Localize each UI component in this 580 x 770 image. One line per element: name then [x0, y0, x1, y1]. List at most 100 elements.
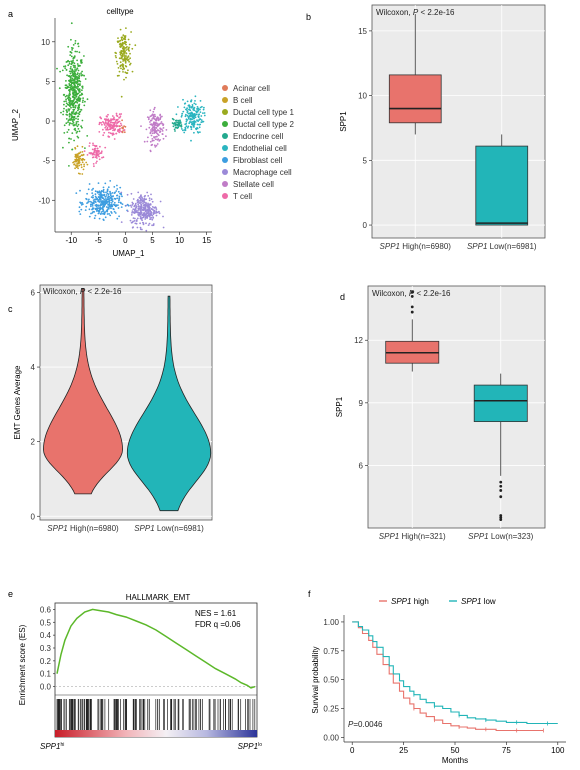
umap-point [99, 204, 102, 207]
umap-point [143, 200, 146, 203]
km-y-tick-label: 0.00 [323, 733, 339, 742]
umap-point [196, 108, 199, 110]
km-x-label: Months [442, 756, 468, 765]
umap-title: celltype [106, 7, 134, 16]
umap-point [73, 71, 76, 74]
umap-point [60, 111, 62, 114]
umap-point [131, 201, 134, 204]
umap-point [100, 203, 103, 206]
umap-point [122, 48, 125, 51]
violin-x-tick-label: SPP1 Low(n=6981) [134, 524, 204, 533]
umap-point [107, 198, 110, 201]
umap-point [75, 111, 78, 114]
umap-point [158, 212, 161, 215]
umap-point [118, 117, 120, 119]
umap-point [116, 194, 118, 197]
umap-point [102, 188, 105, 191]
umap-point [111, 115, 114, 117]
umap-point [90, 201, 93, 204]
umap-point [100, 201, 103, 204]
box-d-outlier [410, 290, 414, 294]
umap-point [179, 119, 181, 122]
umap-point [137, 211, 140, 214]
umap-point [184, 115, 187, 118]
umap-point [70, 70, 73, 73]
umap-point [172, 125, 175, 128]
umap-point [91, 153, 94, 156]
umap-point [74, 40, 77, 42]
umap-point [80, 74, 83, 77]
umap-point [127, 38, 130, 41]
umap-point [71, 68, 74, 71]
umap-point [102, 203, 104, 205]
umap-point [96, 150, 99, 153]
umap-point [62, 110, 65, 113]
umap-point [79, 80, 82, 83]
umap-point [74, 42, 77, 45]
umap-point [202, 108, 205, 111]
panel-letter-d: d [340, 292, 345, 302]
umap-point [73, 84, 76, 86]
umap-point [181, 112, 184, 115]
umap-point [83, 55, 85, 57]
umap-point [62, 146, 64, 149]
umap-point [144, 216, 147, 219]
umap-point [76, 72, 79, 74]
umap-point [122, 34, 125, 37]
umap-point [106, 126, 109, 129]
umap-point [96, 190, 99, 193]
umap-point [78, 164, 81, 167]
umap-point [124, 65, 127, 67]
umap-point [198, 113, 200, 116]
umap-point [104, 122, 107, 124]
km-curve-0 [352, 621, 544, 732]
umap-point [113, 116, 115, 119]
umap-point [110, 202, 113, 204]
umap-point [68, 141, 70, 144]
umap-point [70, 47, 73, 49]
umap-point [183, 106, 186, 109]
umap-point [122, 46, 125, 49]
umap-point [137, 207, 140, 210]
umap-point [146, 217, 148, 219]
umap-point [97, 199, 100, 201]
umap-point [65, 80, 67, 82]
umap-point [77, 112, 79, 115]
umap-point [100, 196, 103, 198]
box-b-y-tick-label: 15 [358, 27, 367, 36]
gsea-y-tick-label: 0.2 [40, 657, 52, 666]
umap-point [73, 102, 76, 105]
umap-point [136, 217, 139, 220]
umap-point [93, 147, 96, 150]
umap-point [116, 184, 118, 187]
umap-point [85, 198, 88, 201]
umap-point [96, 147, 99, 150]
umap-point [142, 208, 145, 211]
umap-point [91, 205, 94, 207]
umap-point [80, 92, 83, 95]
umap-point [117, 201, 120, 204]
umap-point [148, 197, 151, 200]
umap-point [80, 72, 82, 74]
km-y-tick-label: 0.25 [323, 705, 339, 714]
umap-point [127, 69, 129, 72]
umap-point [149, 115, 152, 118]
umap-point [184, 129, 187, 132]
umap-point [65, 113, 68, 116]
umap-point [81, 145, 84, 148]
umap-point [137, 209, 140, 211]
umap-point [74, 167, 76, 170]
umap-point [69, 101, 71, 104]
umap-point [185, 113, 187, 116]
umap-point [97, 182, 100, 185]
umap-point [65, 100, 67, 103]
km-y-label: Survival probability [311, 646, 320, 713]
umap-point [72, 120, 74, 123]
umap-point [71, 148, 73, 151]
panel-letter-a: a [8, 9, 13, 19]
umap-point [144, 206, 147, 209]
umap-point [111, 132, 113, 135]
umap-point [139, 196, 142, 198]
box-d-outlier [499, 489, 503, 492]
umap-point [70, 116, 73, 119]
